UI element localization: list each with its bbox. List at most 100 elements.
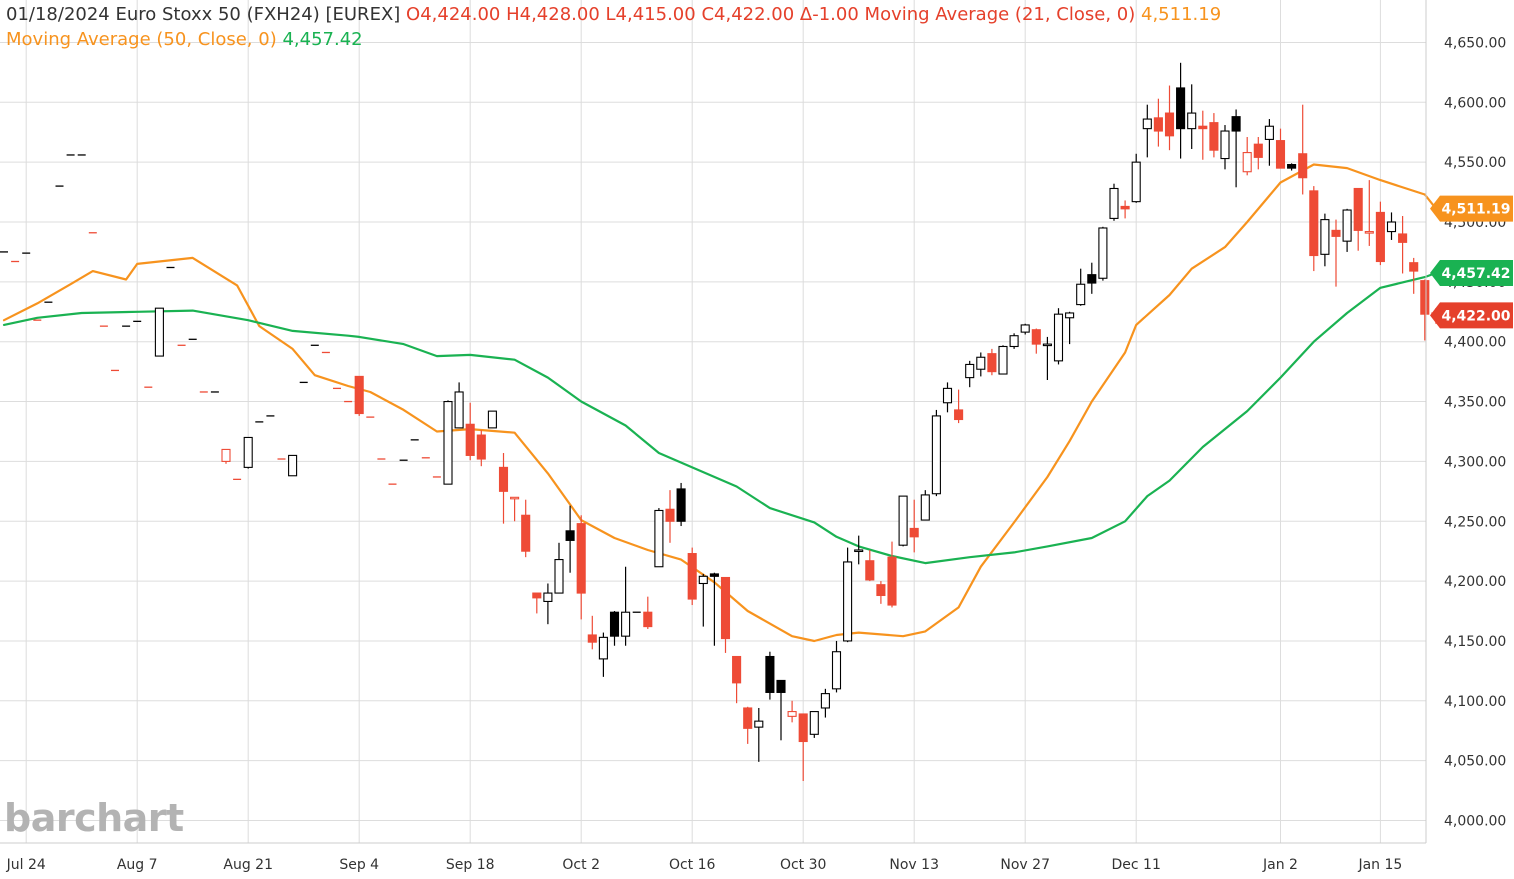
candle-body [698,575,708,585]
candle [987,348,997,376]
candle-body [1253,143,1263,158]
candle-body [1187,112,1197,130]
candle-body [1242,152,1252,173]
candle-body [1320,219,1330,255]
candle [687,547,697,606]
candle [732,655,742,704]
price-badge-shape [1430,259,1513,286]
candle [1298,104,1308,195]
y-tick-label: 4,150.00 [1444,634,1506,650]
candle-body [1309,190,1319,257]
candle [887,541,897,608]
x-tick-label: Aug 7 [117,857,158,873]
candle [1076,268,1086,306]
candle-body [709,573,719,577]
candle [1375,201,1385,266]
candlesticks [0,62,1441,781]
candle-body [354,375,364,415]
candle [1331,219,1341,287]
candle [465,402,475,461]
y-tick-label: 4,250.00 [1444,514,1506,530]
candle [565,505,575,573]
x-tick-label: Nov 13 [889,857,939,873]
candle-body [587,634,597,643]
candle [1342,208,1352,252]
candle-body [931,415,941,495]
y-tick-label: 4,600.00 [1444,95,1506,111]
candle-body [1364,231,1374,234]
candle [1087,262,1097,294]
candle [709,572,719,646]
y-tick-label: 4,100.00 [1444,694,1506,710]
candle [454,382,464,429]
candle-body [1409,262,1419,272]
candle-body [1053,313,1064,362]
candle [1287,163,1297,171]
candle [598,632,608,677]
candle-body [643,611,653,628]
candle-body [776,679,786,693]
candle [1209,113,1219,158]
candle [1420,279,1430,341]
candle-body [987,353,997,373]
candle-body [754,720,764,728]
candle [487,410,497,429]
candle-body [1198,125,1208,130]
candle [1142,104,1152,158]
header-ma21-value: 4,511.19 [1141,4,1222,25]
x-tick-label: Jul 24 [6,857,46,873]
candle [587,615,597,650]
candle-body [221,448,231,462]
candle [1109,183,1119,221]
ma21-line [2,163,1438,643]
price-badge-shape [1430,195,1513,222]
candle [654,508,664,568]
candle-body [1398,233,1408,243]
candle-body [732,655,742,684]
candle-body [1153,117,1163,132]
candle [476,430,486,467]
candle [1309,186,1319,272]
candle-body [243,436,253,468]
candle-body [609,611,620,637]
candle-body [510,496,520,500]
candle [1164,85,1175,151]
candle-body [1031,329,1041,345]
candle [609,611,620,646]
candle-body [1087,274,1097,284]
y-tick-label: 4,000.00 [1444,814,1506,830]
candle [1153,98,1163,147]
candle-body [898,495,908,546]
candle [1198,110,1208,160]
candle [1364,180,1374,246]
candle [1386,212,1397,240]
candle [221,448,231,464]
candle [920,490,930,521]
candle [443,400,453,485]
candle [998,345,1008,375]
candle [831,640,842,693]
candle [1409,257,1419,294]
candle-body [532,592,542,599]
candle-body [787,711,797,717]
x-tick-label: Sep 18 [446,857,495,873]
candle-body [654,509,664,568]
candle [1176,62,1186,159]
candle [865,549,875,582]
price-badge-label: 4,457.42 [1441,266,1510,282]
candle-body [965,363,975,379]
candle-body [1264,125,1274,140]
barchart-watermark: barchart [4,796,184,840]
price-badge-label: 4,511.19 [1441,202,1510,218]
chart-header-line-1: 01/18/2024 Euro Stoxx 50 (FXH24) [EUREX]… [6,4,1221,26]
candle [942,382,953,413]
x-tick-label: Aug 21 [223,857,273,873]
candle [876,581,886,604]
y-tick-label: 4,550.00 [1444,155,1506,171]
x-tick-label: Oct 2 [562,857,600,873]
candle [954,389,964,424]
header-date: 01/18/2024 [6,4,110,25]
candle-body [1076,283,1086,306]
candle-body [854,549,864,553]
